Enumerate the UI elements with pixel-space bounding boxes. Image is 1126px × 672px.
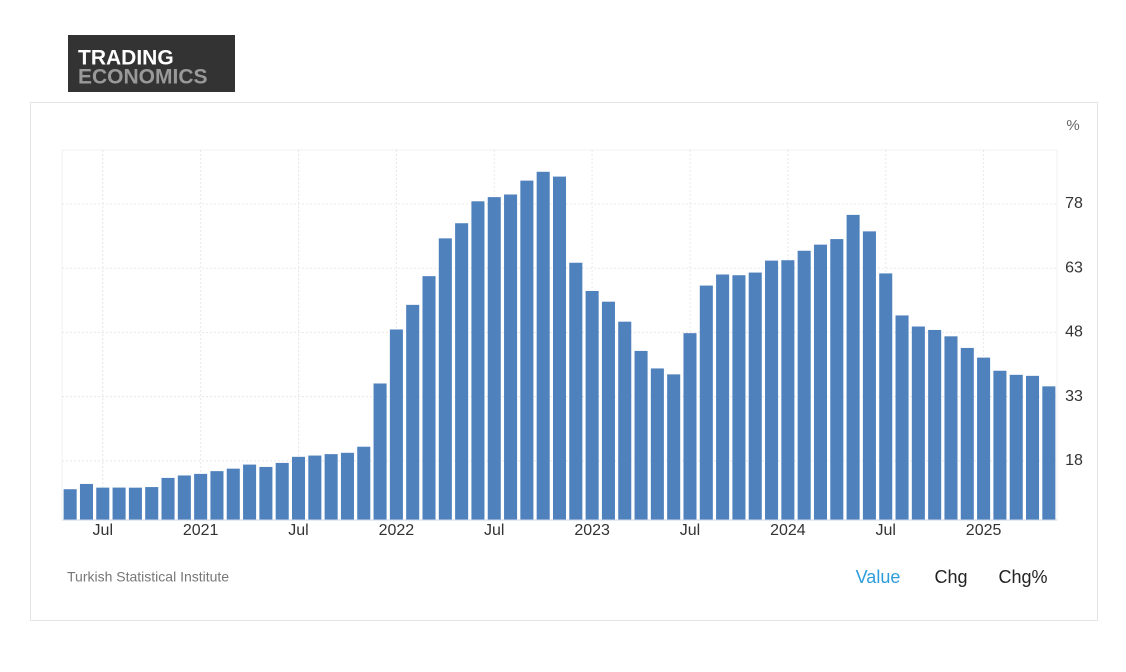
bar (765, 260, 779, 520)
x-tick-label: 2023 (574, 522, 610, 539)
bar (520, 180, 534, 521)
x-tick-label: 2024 (770, 522, 806, 539)
logo-box (68, 35, 235, 92)
bar (1009, 374, 1023, 520)
unit-label: % (1066, 117, 1079, 134)
x-tick-label: 2021 (183, 522, 219, 539)
bar (340, 452, 354, 520)
bar (667, 374, 681, 520)
bar (128, 487, 142, 520)
bar (324, 454, 338, 520)
y-tick-label: 78 (1065, 195, 1083, 212)
bar (601, 301, 615, 520)
bar (977, 357, 991, 520)
bar (226, 468, 240, 520)
bar (1026, 375, 1040, 520)
bar (862, 231, 876, 521)
bar (63, 489, 77, 520)
bar (112, 487, 126, 520)
bar (504, 194, 518, 521)
bar (275, 462, 289, 520)
x-tick-label: Jul (876, 522, 896, 539)
bar (813, 244, 828, 520)
y-tick-label: 48 (1065, 324, 1083, 341)
bar (552, 176, 567, 520)
bar (650, 368, 664, 520)
bar (879, 273, 893, 520)
bar (781, 260, 795, 520)
bar (422, 276, 436, 520)
bar (732, 275, 746, 520)
bar (911, 326, 925, 520)
bar (487, 197, 501, 520)
chg-button[interactable]: Chg (934, 567, 967, 587)
bar (1042, 386, 1056, 520)
x-tick-label: Jul (288, 522, 308, 539)
y-tick-label: 63 (1065, 259, 1083, 276)
bar (960, 347, 974, 520)
y-tick-label: 18 (1065, 452, 1083, 469)
bar (830, 239, 844, 520)
bar (389, 329, 403, 520)
bar (569, 262, 583, 520)
bar (96, 487, 110, 520)
bar (406, 304, 420, 520)
x-tick-label: 2025 (966, 522, 1002, 539)
bar (846, 214, 860, 520)
bar (683, 333, 697, 520)
bar (373, 383, 387, 520)
logo-text: TRADING (78, 47, 174, 70)
bar (455, 223, 469, 520)
bar (177, 475, 191, 520)
chgpct-button[interactable]: Chg% (998, 567, 1047, 587)
bar (308, 455, 322, 520)
bar (797, 250, 811, 520)
bar (634, 350, 648, 520)
x-tick-label: Jul (93, 522, 113, 539)
x-tick-label: 2022 (379, 522, 415, 539)
bar (585, 290, 599, 520)
bar (145, 487, 159, 520)
bar (928, 329, 942, 520)
bar (993, 370, 1007, 520)
bar (471, 201, 485, 521)
bar (699, 285, 713, 520)
bar (716, 274, 730, 520)
bar (536, 171, 550, 520)
bar (748, 272, 762, 520)
bar (618, 321, 632, 520)
bar (357, 446, 371, 520)
bar (210, 471, 224, 520)
x-tick-label: Jul (484, 522, 504, 539)
source: Turkish Statistical Institute (67, 569, 229, 585)
bar (79, 483, 93, 520)
bar (944, 336, 958, 520)
bar (243, 464, 257, 520)
x-tick-label: Jul (680, 522, 700, 539)
bar (161, 477, 175, 520)
frame (30, 102, 1098, 621)
bar (438, 238, 452, 520)
logo-text: ECONOMICS (78, 66, 208, 89)
bar (259, 466, 273, 520)
bar (194, 473, 208, 520)
bar (895, 315, 909, 520)
value-button[interactable]: Value (856, 567, 901, 587)
bar (291, 456, 306, 520)
y-tick-label: 33 (1065, 388, 1083, 405)
